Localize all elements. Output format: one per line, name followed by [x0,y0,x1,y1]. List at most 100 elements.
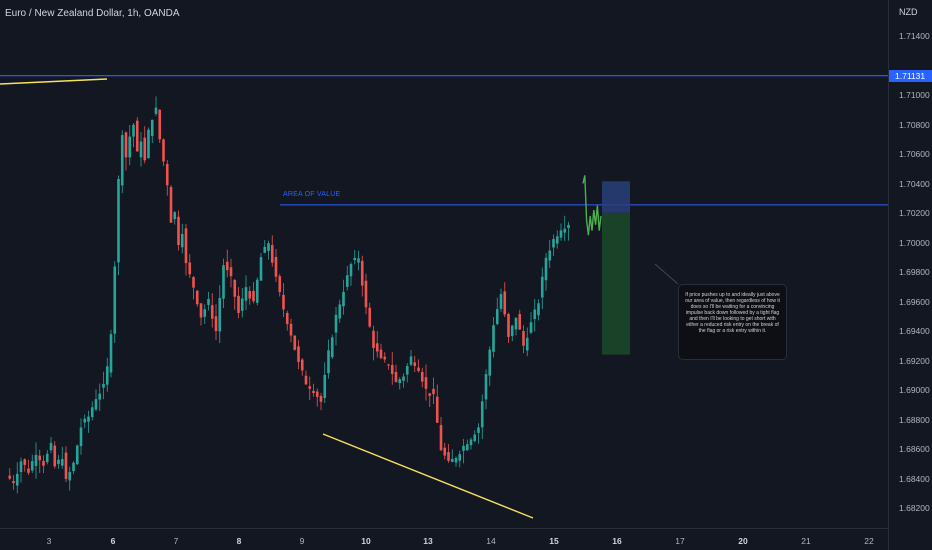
price-tick-label: 1.70200 [899,208,930,218]
time-tick-label: 6 [110,536,116,546]
price-tick-label: 1.69800 [899,267,930,277]
time-tick-label: 21 [801,536,811,546]
candle-body [555,236,559,244]
candle-body [540,276,544,298]
candle-body [304,375,308,385]
area-of-value-label[interactable]: AREA OF VALUE [283,191,341,198]
price-tick-label: 1.69400 [899,326,930,336]
time-axis[interactable]: 3 6 7 8 9 10 13 14 15 16 17 20 21 22 [0,528,888,550]
price-tick-label: 1.70800 [899,119,930,130]
candle-body [30,461,34,471]
candle-body [87,416,90,422]
candle-body [68,471,72,481]
candle-body [259,257,263,281]
candle-body [443,447,447,456]
candle-body [469,439,473,446]
candle-body [293,335,297,350]
candle-body [135,120,139,152]
candle-body [255,279,259,303]
drawings-layer [0,75,888,519]
candle-body [218,298,222,332]
candle-body [120,135,124,186]
candle-body [552,238,555,248]
candle-body [8,475,12,479]
price-tick-label: 1.70400 [899,178,930,189]
candle-body [128,136,132,158]
candle-body [147,129,150,159]
price-tick-label: 1.71400 [899,31,930,41]
candle-body [372,330,375,349]
currency-label: NZD [899,7,918,17]
chart-pane[interactable]: Euro / New Zealand Dollar, 1h, OANDA ARE… [0,0,888,528]
price-axis[interactable]: NZD 1.71400 1.71000 1.70800 1.70600 1.70400 1… [888,0,932,550]
candle-body [34,454,38,466]
candle-body [83,418,87,423]
time-tick-label: 22 [864,536,874,546]
chart-canvas[interactable] [0,0,888,528]
price-tick-label: 1.71000 [899,90,930,100]
candle-body [132,124,135,137]
candle-body [345,275,349,287]
analysis-note[interactable]: If price pushes up to and ideally just a… [678,284,787,360]
candle-body [503,291,507,315]
candle-body [402,376,405,381]
candle-body [278,276,282,292]
candle-body [533,309,537,320]
candle-body [522,331,525,346]
current-price-tag: 1.71131 [889,70,932,82]
symbol-title[interactable]: Euro / New Zealand Dollar, 1h, OANDA [5,8,180,19]
candle-body [477,427,480,433]
candle-body [158,109,162,140]
candle-body [244,287,248,301]
time-tick-label: 17 [675,536,685,546]
candle-body [188,262,192,275]
candle-body [447,452,450,461]
candle-body [270,245,274,263]
candle-body [435,396,439,423]
candle-body [195,290,199,305]
candle-body [27,468,30,473]
candle-body [368,307,372,327]
candle-body [109,334,113,373]
candle-body [49,442,53,451]
candle-body [75,445,79,465]
price-tick-label: 1.69000 [899,385,930,395]
candle-body [207,298,210,305]
candle-body [450,458,454,462]
candle-body [225,261,229,271]
candle-body [124,132,128,158]
candle-body [537,303,540,316]
candle-body [274,256,278,277]
take-profit-zone [602,212,630,355]
candle-body [387,364,390,366]
candle-body [529,322,533,333]
candle-body [424,377,428,389]
candle-body [454,458,458,463]
candle-body [267,243,270,251]
candle-body [379,349,383,359]
candle-body [60,459,64,466]
candle-body [150,119,154,136]
candle-body [548,250,552,261]
candle-body [203,309,207,317]
candle-body [282,294,285,310]
time-tick-label: 20 [738,536,748,546]
candle-body [390,364,394,375]
candle-body [563,228,567,233]
candle-body [330,337,334,358]
candle-body [177,216,180,246]
candle-body [180,233,184,248]
candle-body [353,257,357,261]
candle-body [45,453,49,463]
candle-body [42,460,45,466]
price-tick-label: 1.70000 [899,237,930,248]
candle-body [357,258,360,263]
candle-body [285,312,289,325]
candle-body [143,137,147,161]
candle-body [525,337,529,351]
candle-body [38,455,42,461]
time-tick-label: 16 [612,536,622,546]
candle-body [233,279,237,297]
candle-body [360,260,364,286]
candle-body [327,350,330,374]
